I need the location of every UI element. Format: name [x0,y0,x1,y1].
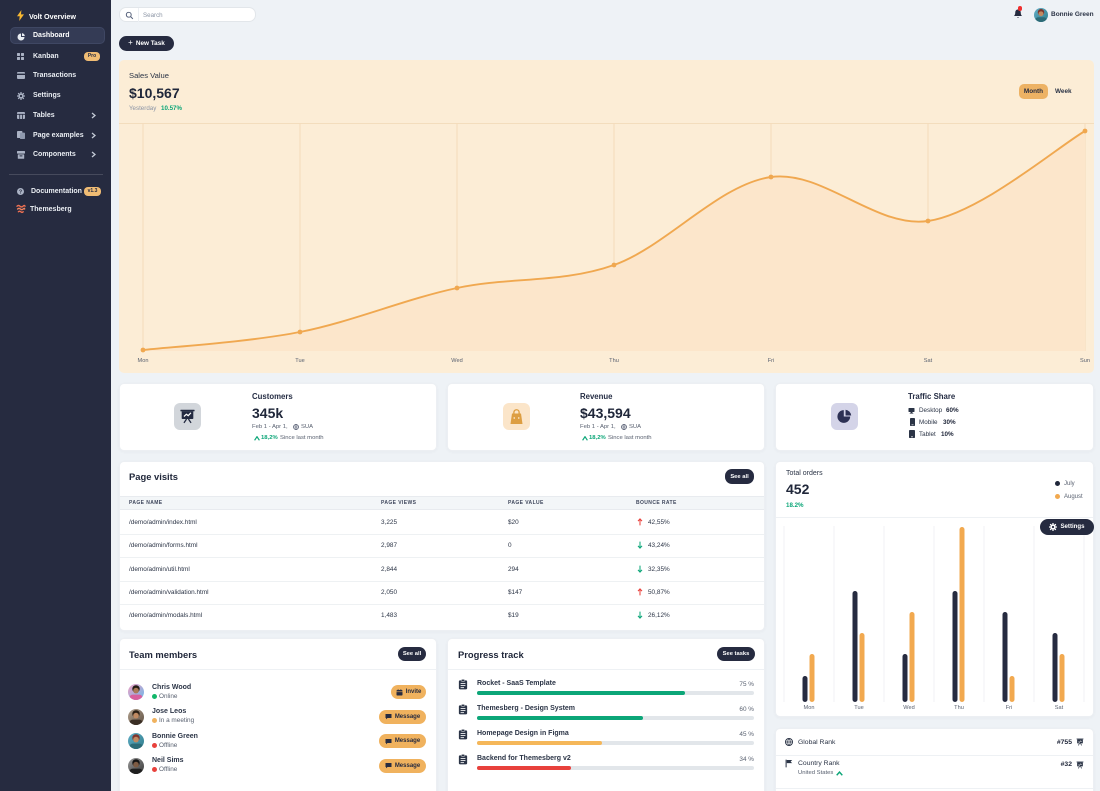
svg-text:Wed: Wed [451,358,462,364]
svg-text:Tue: Tue [295,358,304,364]
svg-text:Wed: Wed [903,705,914,711]
svg-text:Fri: Fri [1006,705,1013,711]
svg-text:Sat: Sat [1055,705,1064,711]
svg-text:?: ? [19,189,22,195]
svg-text:Tue: Tue [854,705,863,711]
svg-text:Mon: Mon [138,358,149,364]
svg-text:Thu: Thu [954,705,964,711]
svg-text:Fri: Fri [768,358,775,364]
svg-text:Sat: Sat [924,358,933,364]
svg-text:Sun: Sun [1080,358,1090,364]
svg-text:Thu: Thu [609,358,619,364]
svg-text:Mon: Mon [804,705,815,711]
